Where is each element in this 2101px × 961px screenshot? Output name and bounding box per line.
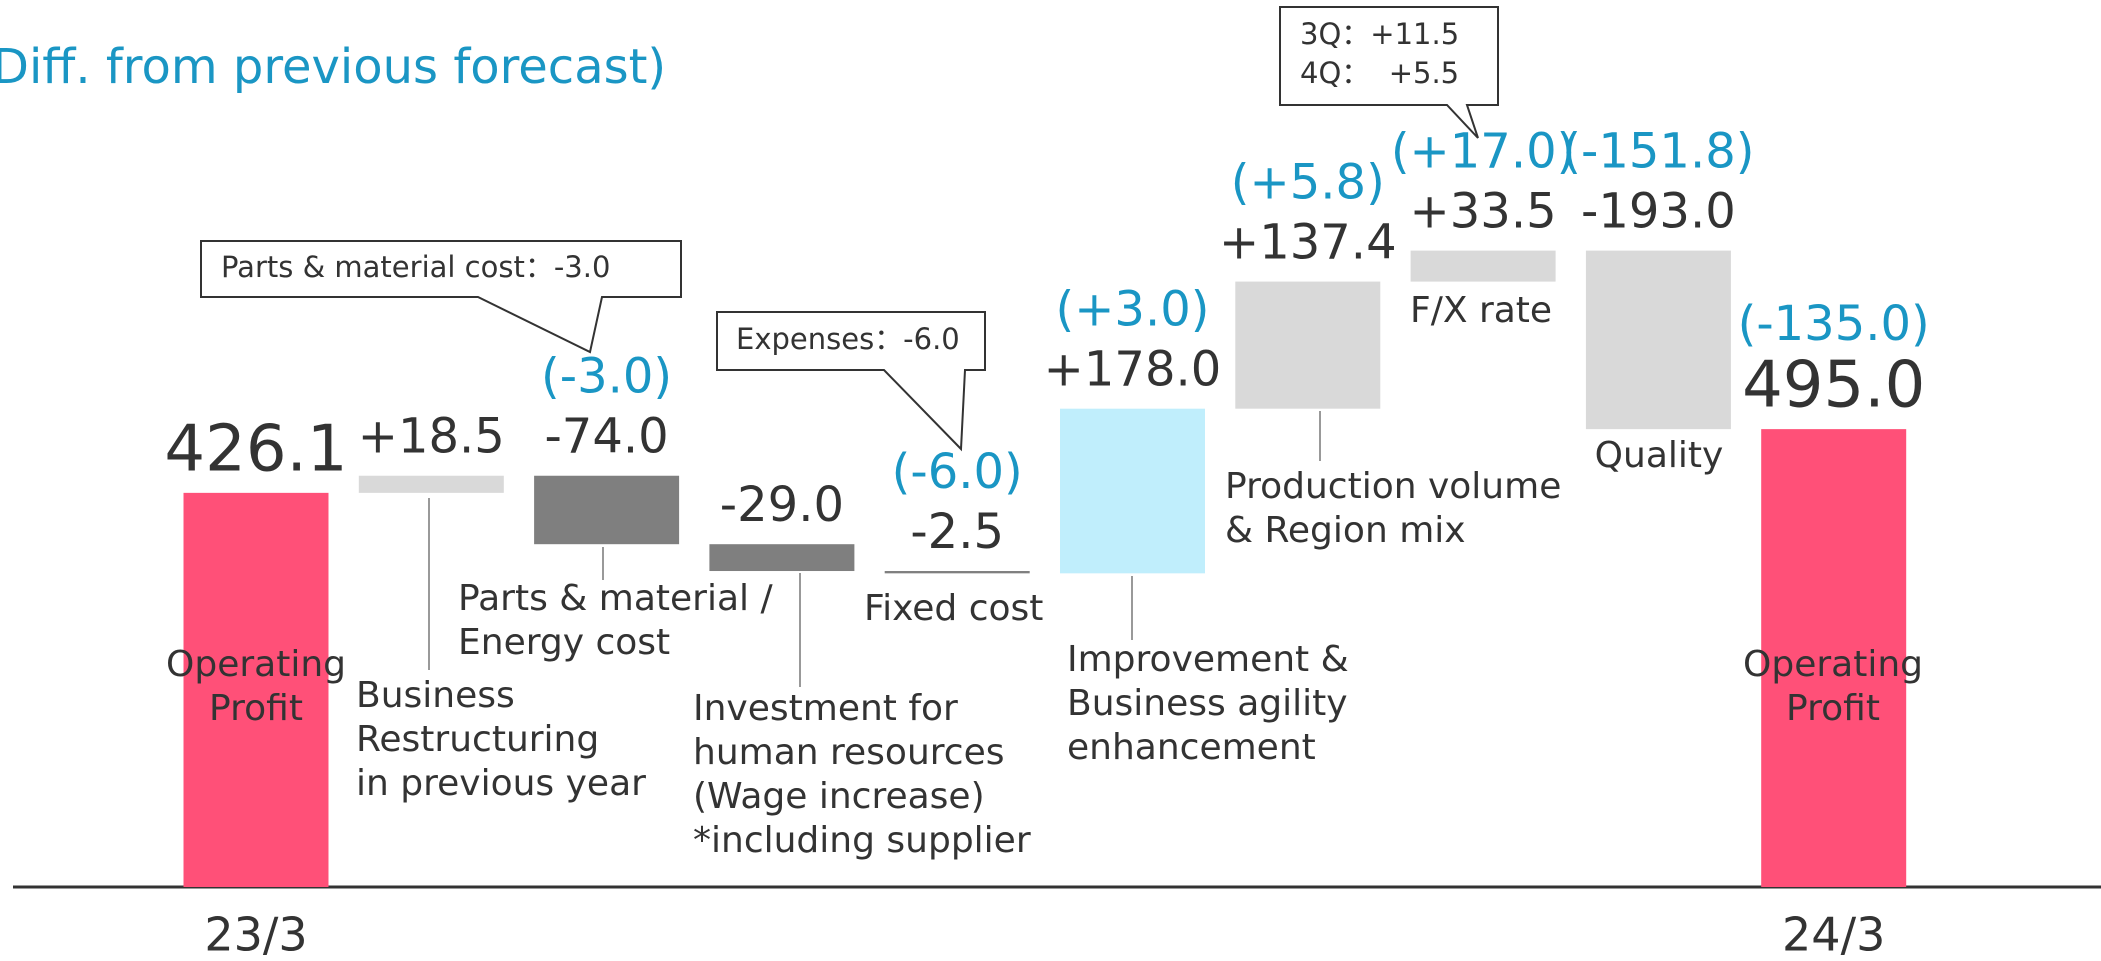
callout-text: Parts & material cost：-3.0 <box>221 250 610 284</box>
value-label: +137.4 <box>1219 215 1397 271</box>
category-label: Profit <box>1786 688 1880 729</box>
category-label: Business <box>356 675 515 716</box>
value-label: -29.0 <box>720 477 844 533</box>
category-label: Parts & material / <box>458 578 773 619</box>
bar <box>1585 250 1731 430</box>
period-label: 23/3 <box>204 908 307 961</box>
bar <box>884 571 1030 574</box>
category-label: Investment for <box>693 688 958 729</box>
value-label: -74.0 <box>544 409 668 465</box>
value-label: +178.0 <box>1044 342 1222 398</box>
value-label: 426.1 <box>164 412 347 486</box>
category-label: & Region mix <box>1225 510 1466 551</box>
category-label: Energy cost <box>458 622 670 663</box>
bar <box>709 544 855 572</box>
category-label: Operating <box>1743 644 1923 685</box>
category-label: Restructuring <box>356 719 599 760</box>
category-label: Production volume <box>1225 466 1561 507</box>
category-label: Quality <box>1595 435 1724 476</box>
callout-box <box>1279 6 1499 139</box>
category-label: Profit <box>209 688 303 729</box>
category-label: enhancement <box>1067 727 1316 768</box>
category-label: F/X rate <box>1410 290 1552 331</box>
bar <box>1235 281 1381 409</box>
chart-title: Diff. from previous forecast) <box>0 39 666 95</box>
bar <box>1410 250 1556 282</box>
callout-text: 3Q：+11.5 <box>1300 17 1459 51</box>
value-label: +33.5 <box>1410 184 1557 240</box>
diff-label: (-151.8) <box>1562 124 1754 180</box>
diff-label: (-135.0) <box>1738 296 1930 352</box>
callout-text: 4Q： +5.5 <box>1300 56 1459 90</box>
callout-box <box>716 311 986 452</box>
bar <box>1060 408 1205 574</box>
bar <box>534 475 680 545</box>
period-label: 24/3 <box>1782 908 1885 961</box>
diff-label: (+3.0) <box>1055 282 1209 338</box>
bar <box>183 492 329 887</box>
category-label: Fixed cost <box>864 588 1043 629</box>
value-label: -2.5 <box>910 504 1004 560</box>
category-label: in previous year <box>356 763 646 804</box>
category-label: human resources <box>693 732 1004 773</box>
category-label: *including supplier <box>693 820 1031 861</box>
category-label: Improvement & <box>1067 639 1349 680</box>
value-label: +18.5 <box>358 409 505 465</box>
callout-text: Expenses：-6.0 <box>736 322 960 356</box>
category-label: Business agility <box>1067 683 1348 724</box>
diff-label: (-3.0) <box>541 349 672 405</box>
diff-label: (+17.0) <box>1391 124 1576 180</box>
value-label: 495.0 <box>1742 349 1925 423</box>
bar <box>1761 429 1907 887</box>
category-label: Operating <box>166 644 346 685</box>
diff-label: (-6.0) <box>892 444 1023 500</box>
bar <box>358 475 504 493</box>
diff-label: (+5.8) <box>1231 155 1385 211</box>
category-label: (Wage increase) <box>693 776 985 817</box>
callout-box <box>200 240 682 354</box>
value-label: -193.0 <box>1581 184 1736 240</box>
